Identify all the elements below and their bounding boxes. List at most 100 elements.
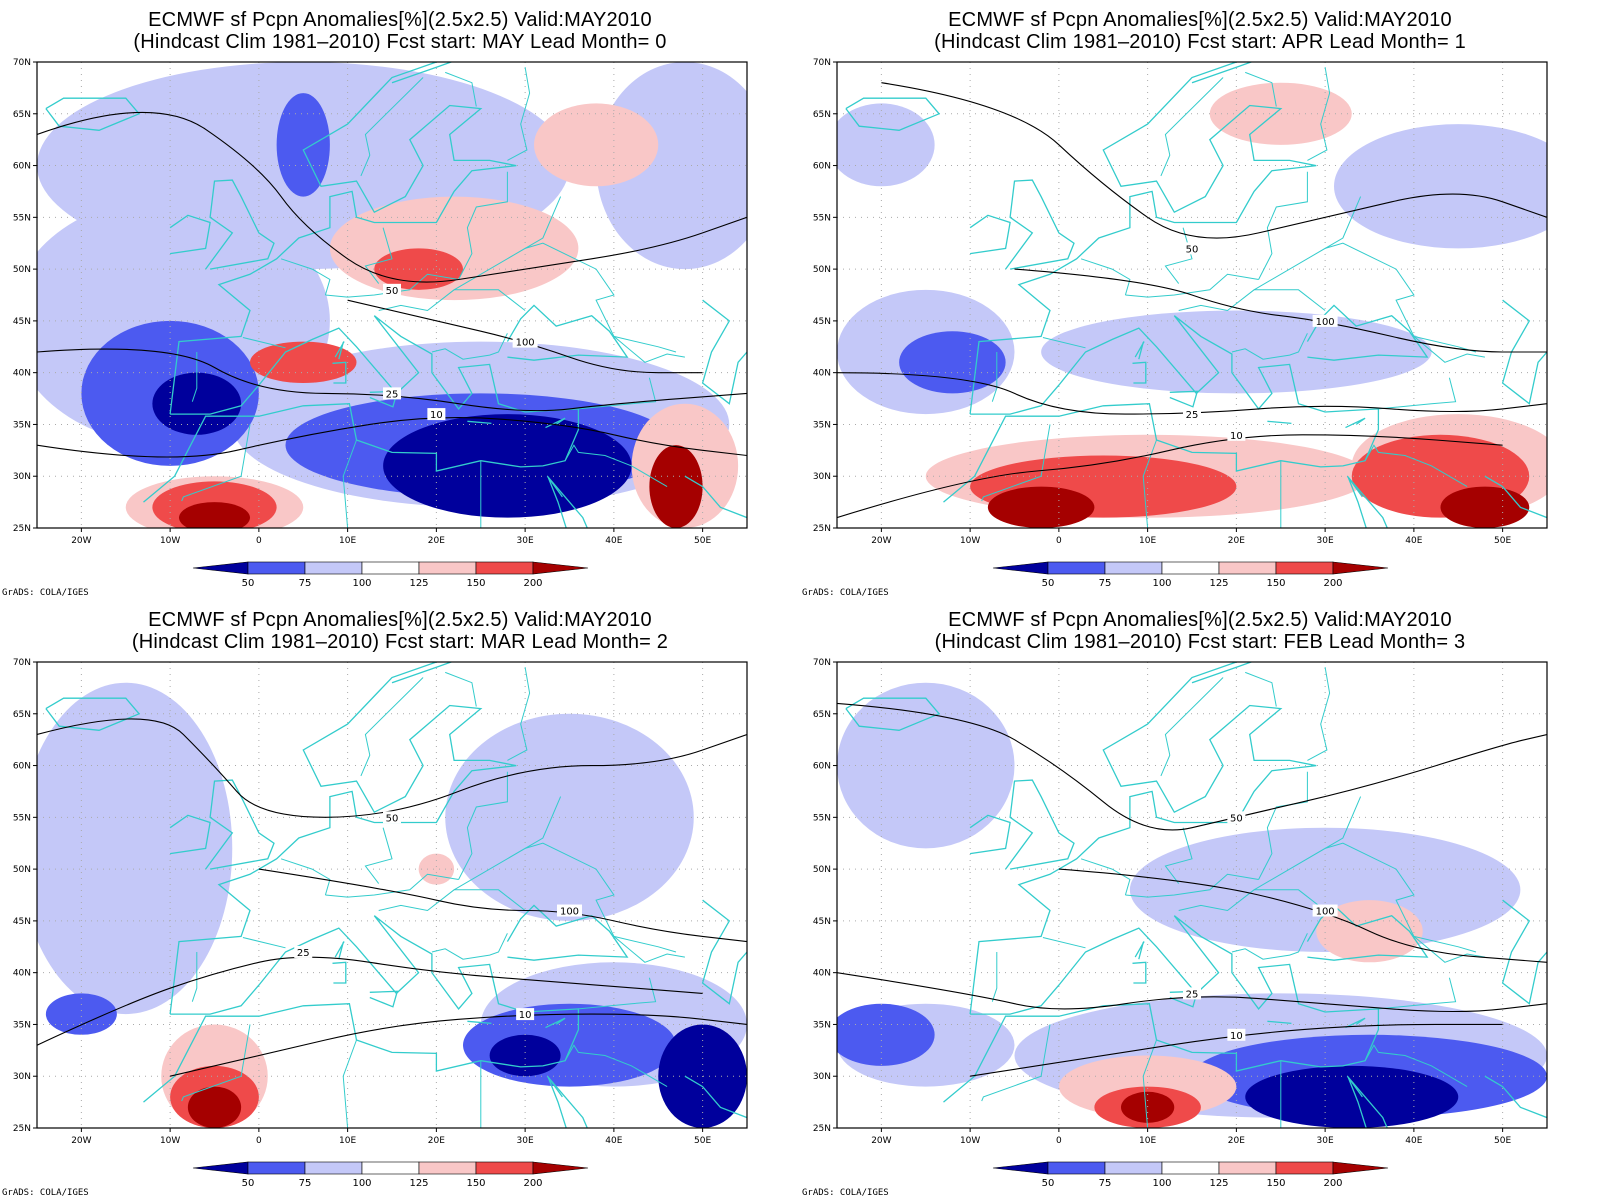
coastline: [169, 62, 517, 415]
coastline: [701, 899, 747, 1005]
country-border: [1160, 77, 1224, 177]
country-border: [360, 677, 424, 777]
contour-line: [837, 434, 1503, 519]
contour-label: 50: [1186, 244, 1199, 255]
color-bar-label: 50: [1042, 578, 1055, 589]
color-bar-label: 200: [523, 578, 542, 589]
lon-tick-label: 20W: [871, 536, 891, 546]
coastline: [943, 915, 1380, 1103]
contour-label-bg: [383, 387, 401, 400]
color-bar-label: 50: [242, 1178, 255, 1189]
shaded-field: 50 25 10 100: [37, 62, 747, 528]
color-bar-label: 50: [242, 578, 255, 589]
coastline: [969, 62, 1317, 415]
coastline: [1501, 899, 1547, 1005]
country-border: [1364, 1044, 1468, 1088]
anomaly-region: [45, 993, 117, 1035]
coastline: [969, 214, 1011, 255]
lat-tick-label: 70N: [813, 658, 831, 668]
lat-tick-label: 25N: [13, 1124, 31, 1134]
lon-tick-label: 40E: [605, 536, 622, 546]
country-border: [507, 67, 531, 161]
lon-tick-label: 40E: [1405, 536, 1422, 546]
color-bar-segment: [1275, 1161, 1334, 1175]
anomaly-region: [1121, 1091, 1175, 1123]
country-border: [191, 952, 198, 1002]
color-bar-label: 75: [1099, 578, 1112, 589]
country-border: [1125, 873, 1259, 898]
color-bar-arrow-low: [992, 561, 1049, 575]
coastline: [1346, 475, 1388, 528]
coastline: [143, 315, 580, 503]
color-bar-segment: [1218, 1161, 1277, 1175]
coastline: [1132, 361, 1147, 384]
country-border: [564, 1044, 668, 1088]
country-border: [445, 671, 477, 707]
country-border: [1413, 935, 1477, 953]
coastline: [1191, 62, 1254, 84]
country-border: [1178, 289, 1326, 312]
lon-tick-label: 10E: [1139, 536, 1156, 546]
coastline: [1005, 779, 1075, 870]
contour-line: [37, 111, 747, 283]
coastline: [467, 1020, 492, 1025]
coastline: [969, 662, 1317, 1015]
panel-title-line-1: ECMWF sf Pcpn Anomalies[%](2.5x2.5) Vali…: [148, 9, 652, 31]
coastline: [1347, 476, 1367, 528]
lat-tick-label: 55N: [813, 213, 831, 223]
lat-tick-label: 70N: [13, 58, 31, 68]
lat-tick-label: 30N: [13, 1072, 31, 1082]
color-bar-arrow-high: [1332, 1161, 1389, 1175]
anomaly-region: [1334, 124, 1547, 249]
lon-tick-label: 10W: [160, 536, 180, 546]
contour-label-bg: [1312, 314, 1338, 327]
contour-label-bg: [516, 1008, 535, 1021]
contour-label-bg: [383, 811, 401, 824]
lat-tick-label: 40N: [813, 369, 831, 379]
lat-tick-label: 35N: [813, 1020, 831, 1030]
lon-tick-label: 10E: [1139, 1136, 1156, 1146]
color-bar-label: 125: [1209, 578, 1228, 589]
country-border: [1413, 936, 1485, 963]
contour-line: [258, 868, 747, 943]
coastline: [1501, 299, 1547, 405]
lon-tick-label: 0: [1056, 536, 1062, 546]
contour-label-bg: [557, 904, 582, 917]
coastline: [684, 475, 747, 519]
lon-tick-label: 10W: [160, 1136, 180, 1146]
coastline: [1134, 941, 1145, 960]
color-bar-label: 75: [299, 1178, 312, 1189]
coastline: [334, 941, 345, 960]
lon-tick-label: 20E: [1228, 536, 1245, 546]
country-border: [378, 289, 526, 312]
coastline: [547, 1076, 567, 1128]
color-bar-segment: [1047, 561, 1106, 575]
coastline: [969, 814, 1011, 855]
country-border: [613, 335, 677, 353]
color-bar-segment: [247, 561, 306, 575]
country-border: [1042, 937, 1086, 949]
country-border: [453, 842, 615, 937]
lat-tick-label: 35N: [13, 1020, 31, 1030]
coastline: [45, 97, 141, 131]
country-border: [1164, 827, 1193, 884]
country-border: [1080, 258, 1131, 296]
country-border: [242, 937, 286, 949]
country-border: [458, 171, 508, 280]
color-bar-segment: [1104, 561, 1163, 575]
contour-label: 100: [1316, 317, 1335, 328]
country-border: [181, 424, 251, 502]
coastline: [943, 315, 1380, 503]
contour-line: [881, 82, 1547, 239]
country-border: [1142, 1039, 1157, 1128]
color-bar-label: 200: [1323, 1178, 1342, 1189]
contour-label: 25: [297, 948, 310, 959]
anomaly-region: [1245, 1065, 1459, 1128]
lat-tick-label: 65N: [13, 710, 31, 720]
lon-tick-label: 0: [1056, 1136, 1062, 1146]
contour-line: [37, 348, 747, 412]
panel-title-line-2: (Hindcast Clim 1981–2010) Fcst start: FE…: [934, 631, 1466, 653]
color-bar-segment: [247, 1161, 306, 1175]
color-bar-segment: [1218, 561, 1277, 575]
lon-tick-label: 50E: [1494, 536, 1511, 546]
